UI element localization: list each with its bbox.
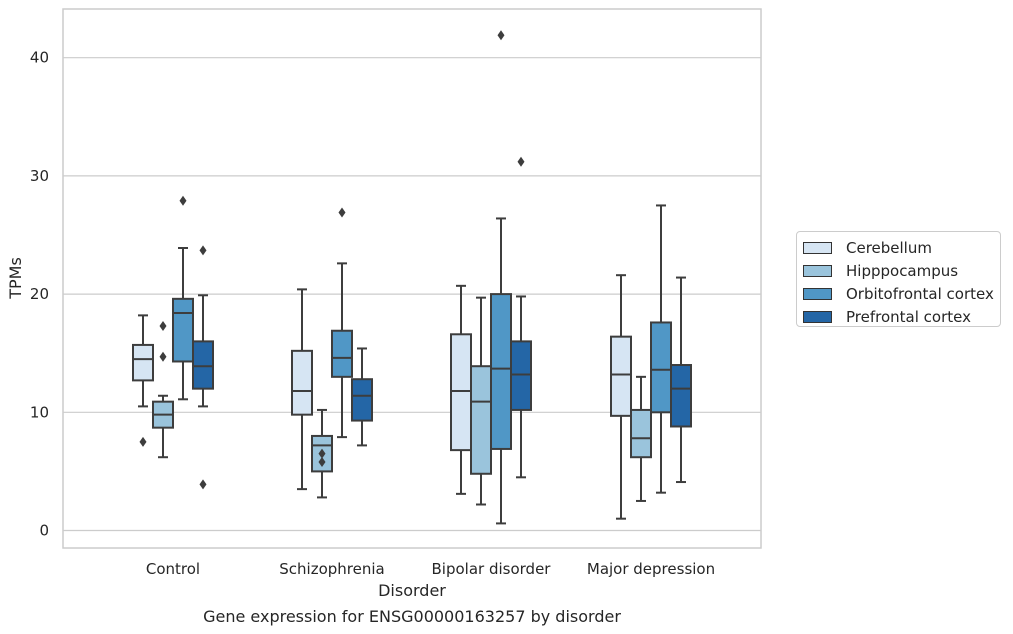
box-0-2 bbox=[450, 284, 472, 495]
x-tick-label: Schizophrenia bbox=[279, 560, 384, 578]
box-2-1 bbox=[331, 207, 353, 439]
box-iqr bbox=[351, 378, 373, 422]
box-iqr bbox=[132, 343, 154, 382]
box-iqr bbox=[291, 349, 313, 416]
box-1-3 bbox=[630, 375, 652, 502]
box-iqr bbox=[331, 329, 353, 378]
box-iqr bbox=[670, 364, 692, 428]
x-tick-label: Bipolar disorder bbox=[432, 560, 552, 578]
outlier-point bbox=[179, 195, 187, 206]
legend-label: Prefrontal cortex bbox=[846, 307, 971, 326]
outlier-point bbox=[318, 448, 326, 459]
plot-frame bbox=[62, 8, 762, 549]
x-tick-label: Control bbox=[146, 560, 200, 578]
box-3-0 bbox=[192, 245, 214, 490]
y-tick-label: 40 bbox=[30, 49, 49, 67]
legend-swatch bbox=[803, 241, 832, 254]
y-tick-label: 0 bbox=[39, 522, 49, 540]
box-iqr bbox=[610, 335, 632, 417]
outlier-point bbox=[517, 156, 525, 167]
box-iqr bbox=[470, 365, 492, 475]
box-iqr bbox=[490, 293, 512, 450]
box-iqr bbox=[630, 408, 652, 459]
box-1-1 bbox=[311, 408, 333, 499]
box-0-3 bbox=[610, 274, 632, 520]
legend-swatch bbox=[803, 264, 832, 277]
box-2-3 bbox=[650, 204, 672, 494]
x-axis-label: Disorder bbox=[378, 581, 446, 600]
box-groups bbox=[132, 30, 692, 525]
outlier-point bbox=[159, 351, 167, 362]
box-2-0 bbox=[172, 195, 194, 401]
legend-item: Prefrontal cortex bbox=[803, 305, 1000, 328]
outlier-point bbox=[318, 456, 326, 467]
legend-swatch bbox=[803, 310, 832, 323]
legend-item: Hipppocampus bbox=[803, 259, 1000, 282]
box-iqr bbox=[510, 340, 532, 411]
box-3-1 bbox=[351, 347, 373, 447]
legend-item: Cerebellum bbox=[803, 236, 1000, 259]
box-2-2 bbox=[490, 30, 512, 525]
box-0-1 bbox=[291, 288, 313, 491]
outlier-point bbox=[497, 30, 505, 41]
y-tick-labels: 0 10 20 30 40 bbox=[30, 49, 49, 540]
box-iqr bbox=[450, 333, 472, 452]
box-iqr bbox=[650, 321, 672, 414]
box-3-3 bbox=[670, 276, 692, 484]
x-tick-labels: Control Schizophrenia Bipolar disorder Majo… bbox=[146, 560, 715, 578]
legend-label: Cerebellum bbox=[846, 238, 932, 257]
y-tick-label: 10 bbox=[30, 403, 49, 421]
box-3-2 bbox=[510, 156, 532, 479]
x-tick-label: Major depression bbox=[587, 560, 715, 578]
legend-label: Orbitofrontal cortex bbox=[846, 284, 994, 303]
legend-swatch bbox=[803, 287, 832, 300]
box-1-2 bbox=[470, 296, 492, 506]
y-tick-label: 30 bbox=[30, 167, 49, 185]
box-1-0 bbox=[152, 321, 174, 459]
chart-title: Gene expression for ENSG00000163257 by d… bbox=[203, 607, 621, 626]
outlier-point bbox=[338, 207, 346, 218]
y-gridlines bbox=[63, 57, 761, 532]
legend-label: Hipppocampus bbox=[846, 261, 959, 280]
y-axis-label: TPMs bbox=[6, 257, 25, 300]
outlier-point bbox=[159, 321, 167, 332]
legend-item: Orbitofrontal cortex bbox=[803, 282, 1000, 305]
box-iqr bbox=[192, 340, 214, 390]
legend: Cerebellum Hipppocampus Orbitofrontal cort… bbox=[796, 231, 1001, 327]
outlier-point bbox=[139, 436, 147, 447]
y-tick-label: 20 bbox=[30, 285, 49, 303]
outlier-point bbox=[199, 245, 207, 256]
outlier-point bbox=[199, 479, 207, 490]
box-0-0 bbox=[132, 314, 154, 447]
box-iqr bbox=[172, 297, 194, 363]
